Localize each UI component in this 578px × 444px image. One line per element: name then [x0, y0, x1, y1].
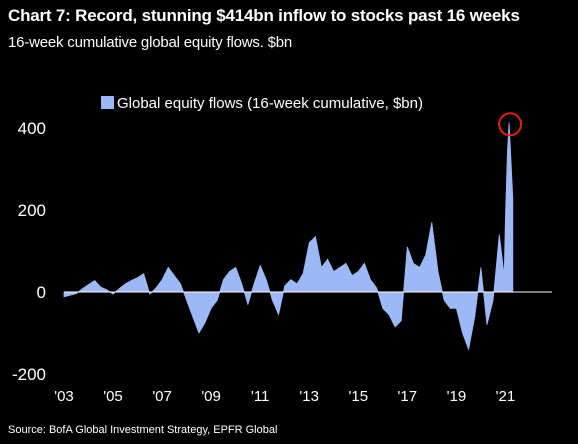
peak-highlight-circle [498, 112, 523, 137]
source-note: Source: BofA Global Investment Strategy,… [8, 424, 278, 436]
x-tick-label: '17 [398, 388, 418, 405]
annotation-group [498, 112, 523, 137]
legend-swatch [101, 96, 114, 109]
axes-group: -200 0 200 400 '03 '05 '07 '09 '11 '13 '15 '17 '19 '2… [12, 119, 552, 405]
x-tick-label: '15 [349, 388, 369, 405]
legend: Global equity flows (16-week cumulative,… [101, 95, 423, 112]
chart-subtitle: 16-week cumulative global equity flows. … [8, 34, 293, 51]
legend-label: Global equity flows (16-week cumulative,… [117, 95, 423, 112]
x-tick-label: '19 [447, 388, 467, 405]
y-tick-label: 400 [18, 119, 46, 138]
x-tick-label: '21 [496, 388, 516, 405]
x-tick-label: '05 [103, 388, 123, 405]
chart-title: Chart 7: Record, stunning $414bn inflow … [8, 6, 520, 25]
x-tick-label: '13 [299, 388, 319, 405]
x-tick-label: '03 [54, 388, 74, 405]
series-area-group [63, 122, 514, 351]
x-tick-label: '11 [251, 388, 269, 405]
x-tick-label: '09 [201, 388, 221, 405]
x-tick-label: '07 [152, 388, 172, 405]
y-tick-label: 200 [18, 201, 46, 220]
y-tick-label: -200 [12, 365, 46, 384]
y-tick-label: 0 [37, 283, 46, 302]
series-area-0 [63, 122, 514, 351]
